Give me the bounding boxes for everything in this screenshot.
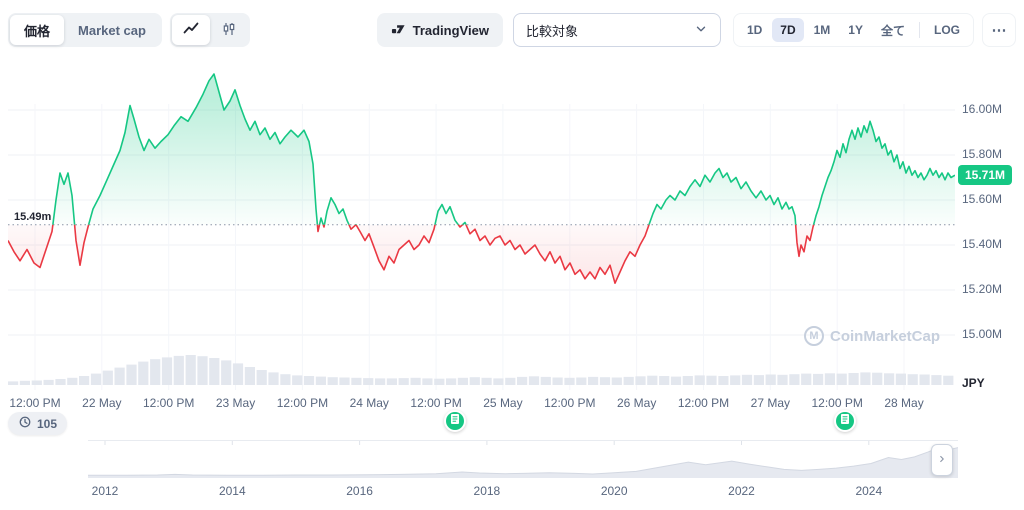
x-axis-label: 23 May bbox=[215, 396, 256, 410]
chevron-right-icon bbox=[937, 451, 947, 469]
range-divider bbox=[919, 22, 920, 38]
tradingview-label: TradingView bbox=[412, 22, 489, 38]
line-chart-type-button[interactable] bbox=[171, 15, 210, 45]
navigator-year-label: 2022 bbox=[728, 484, 755, 498]
x-axis-label: 12:00 PM bbox=[9, 396, 61, 410]
x-axis-label: 22 May bbox=[82, 396, 122, 410]
range-button-1Y[interactable]: 1Y bbox=[848, 23, 863, 37]
chart-type-toggle bbox=[169, 13, 250, 47]
navigator-year-axis: 2012 2014 2016 2018 2020 2022 2024 bbox=[88, 484, 958, 498]
current-price-badge: 15.71M bbox=[958, 165, 1013, 185]
compare-dropdown[interactable]: 比較対象 bbox=[512, 13, 721, 47]
announcement-document-icon bbox=[839, 412, 851, 430]
range-selector: 1D 7D 1M 1Y 全て LOG bbox=[732, 13, 974, 47]
navigator-year-label: 2020 bbox=[600, 484, 628, 498]
x-axis-label: 28 May bbox=[884, 396, 924, 410]
navigator-year-label: 2016 bbox=[346, 484, 373, 498]
range-button-全て[interactable]: 全て bbox=[880, 23, 905, 38]
range-button-7D[interactable]: 7D bbox=[772, 18, 804, 42]
announcement-document-icon bbox=[449, 412, 461, 430]
y-axis-unit-label: JPY bbox=[962, 376, 985, 390]
history-count-badge[interactable]: 105 bbox=[8, 412, 68, 435]
x-axis-label: 12:00 PM bbox=[811, 396, 863, 410]
metric-price-button[interactable]: 価格 bbox=[10, 15, 65, 45]
x-axis: 12:00 PM 22 May 12:00 PM 23 May 12:00 PM 24 M… bbox=[8, 396, 955, 412]
x-axis-label: 12:00 PM bbox=[143, 396, 195, 410]
tradingview-button[interactable]: TradingView bbox=[376, 13, 503, 47]
event-marker-badge[interactable] bbox=[444, 410, 466, 432]
metric-marketcap-button[interactable]: Market cap bbox=[78, 22, 146, 38]
chart-toolbar: 価格 Market cap TradingView 比較対象 bbox=[8, 12, 1016, 48]
compare-dropdown-value: 比較対象 bbox=[525, 23, 578, 39]
range-button-1D[interactable]: 1D bbox=[746, 23, 763, 37]
x-axis-label: 12:00 PM bbox=[677, 396, 730, 410]
coinmarketcap-logo-icon: M bbox=[804, 326, 824, 346]
navigator-handle[interactable] bbox=[931, 444, 953, 476]
y-axis: JPY 16.00M 15.80M 15.60M 15.40M 15.20M 15.00M bbox=[962, 60, 1020, 400]
history-count: 105 bbox=[37, 416, 58, 431]
timeline-navigator[interactable] bbox=[88, 440, 959, 478]
y-axis-label: 16.00M bbox=[962, 102, 1003, 116]
log-scale-button[interactable]: LOG bbox=[934, 23, 960, 37]
x-axis-label: 27 May bbox=[750, 396, 791, 410]
event-marker-badge[interactable] bbox=[834, 410, 856, 432]
history-icon bbox=[18, 415, 32, 432]
y-axis-label: 15.40M bbox=[962, 237, 1003, 251]
y-axis-label: 15.00M bbox=[962, 327, 1003, 341]
line-chart-icon bbox=[183, 21, 199, 40]
candlestick-chart-icon bbox=[221, 21, 237, 40]
x-axis-label: 24 May bbox=[349, 396, 389, 410]
candlestick-chart-type-button[interactable] bbox=[210, 15, 248, 45]
more-options-button[interactable]: ⋯ bbox=[982, 13, 1016, 47]
navigator-year-label: 2014 bbox=[218, 484, 246, 498]
x-axis-label: 12:00 PM bbox=[276, 396, 329, 410]
navigator-year-label: 2012 bbox=[91, 484, 119, 498]
navigator-year-label: 2018 bbox=[473, 484, 501, 498]
y-axis-label: 15.60M bbox=[962, 192, 1003, 206]
range-button-1M[interactable]: 1M bbox=[813, 23, 831, 37]
coinmarketcap-watermark: M CoinMarketCap bbox=[804, 326, 940, 346]
watermark-label: CoinMarketCap bbox=[830, 327, 941, 345]
price-chart[interactable] bbox=[8, 60, 955, 390]
x-axis-label: 12:00 PM bbox=[544, 396, 596, 410]
y-axis-label: 15.80M bbox=[962, 147, 1003, 161]
metric-toggle: 価格 Market cap bbox=[8, 13, 162, 47]
x-axis-label: 26 May bbox=[616, 396, 657, 410]
y-axis-label: 15.20M bbox=[962, 282, 1003, 296]
baseline-price-label: 15.49m bbox=[14, 211, 52, 223]
x-axis-label: 25 May bbox=[483, 396, 523, 410]
x-axis-label: 12:00 PM bbox=[410, 396, 462, 410]
chevron-down-icon bbox=[694, 22, 708, 39]
navigator-year-label: 2024 bbox=[855, 484, 883, 498]
tradingview-icon bbox=[391, 21, 406, 39]
